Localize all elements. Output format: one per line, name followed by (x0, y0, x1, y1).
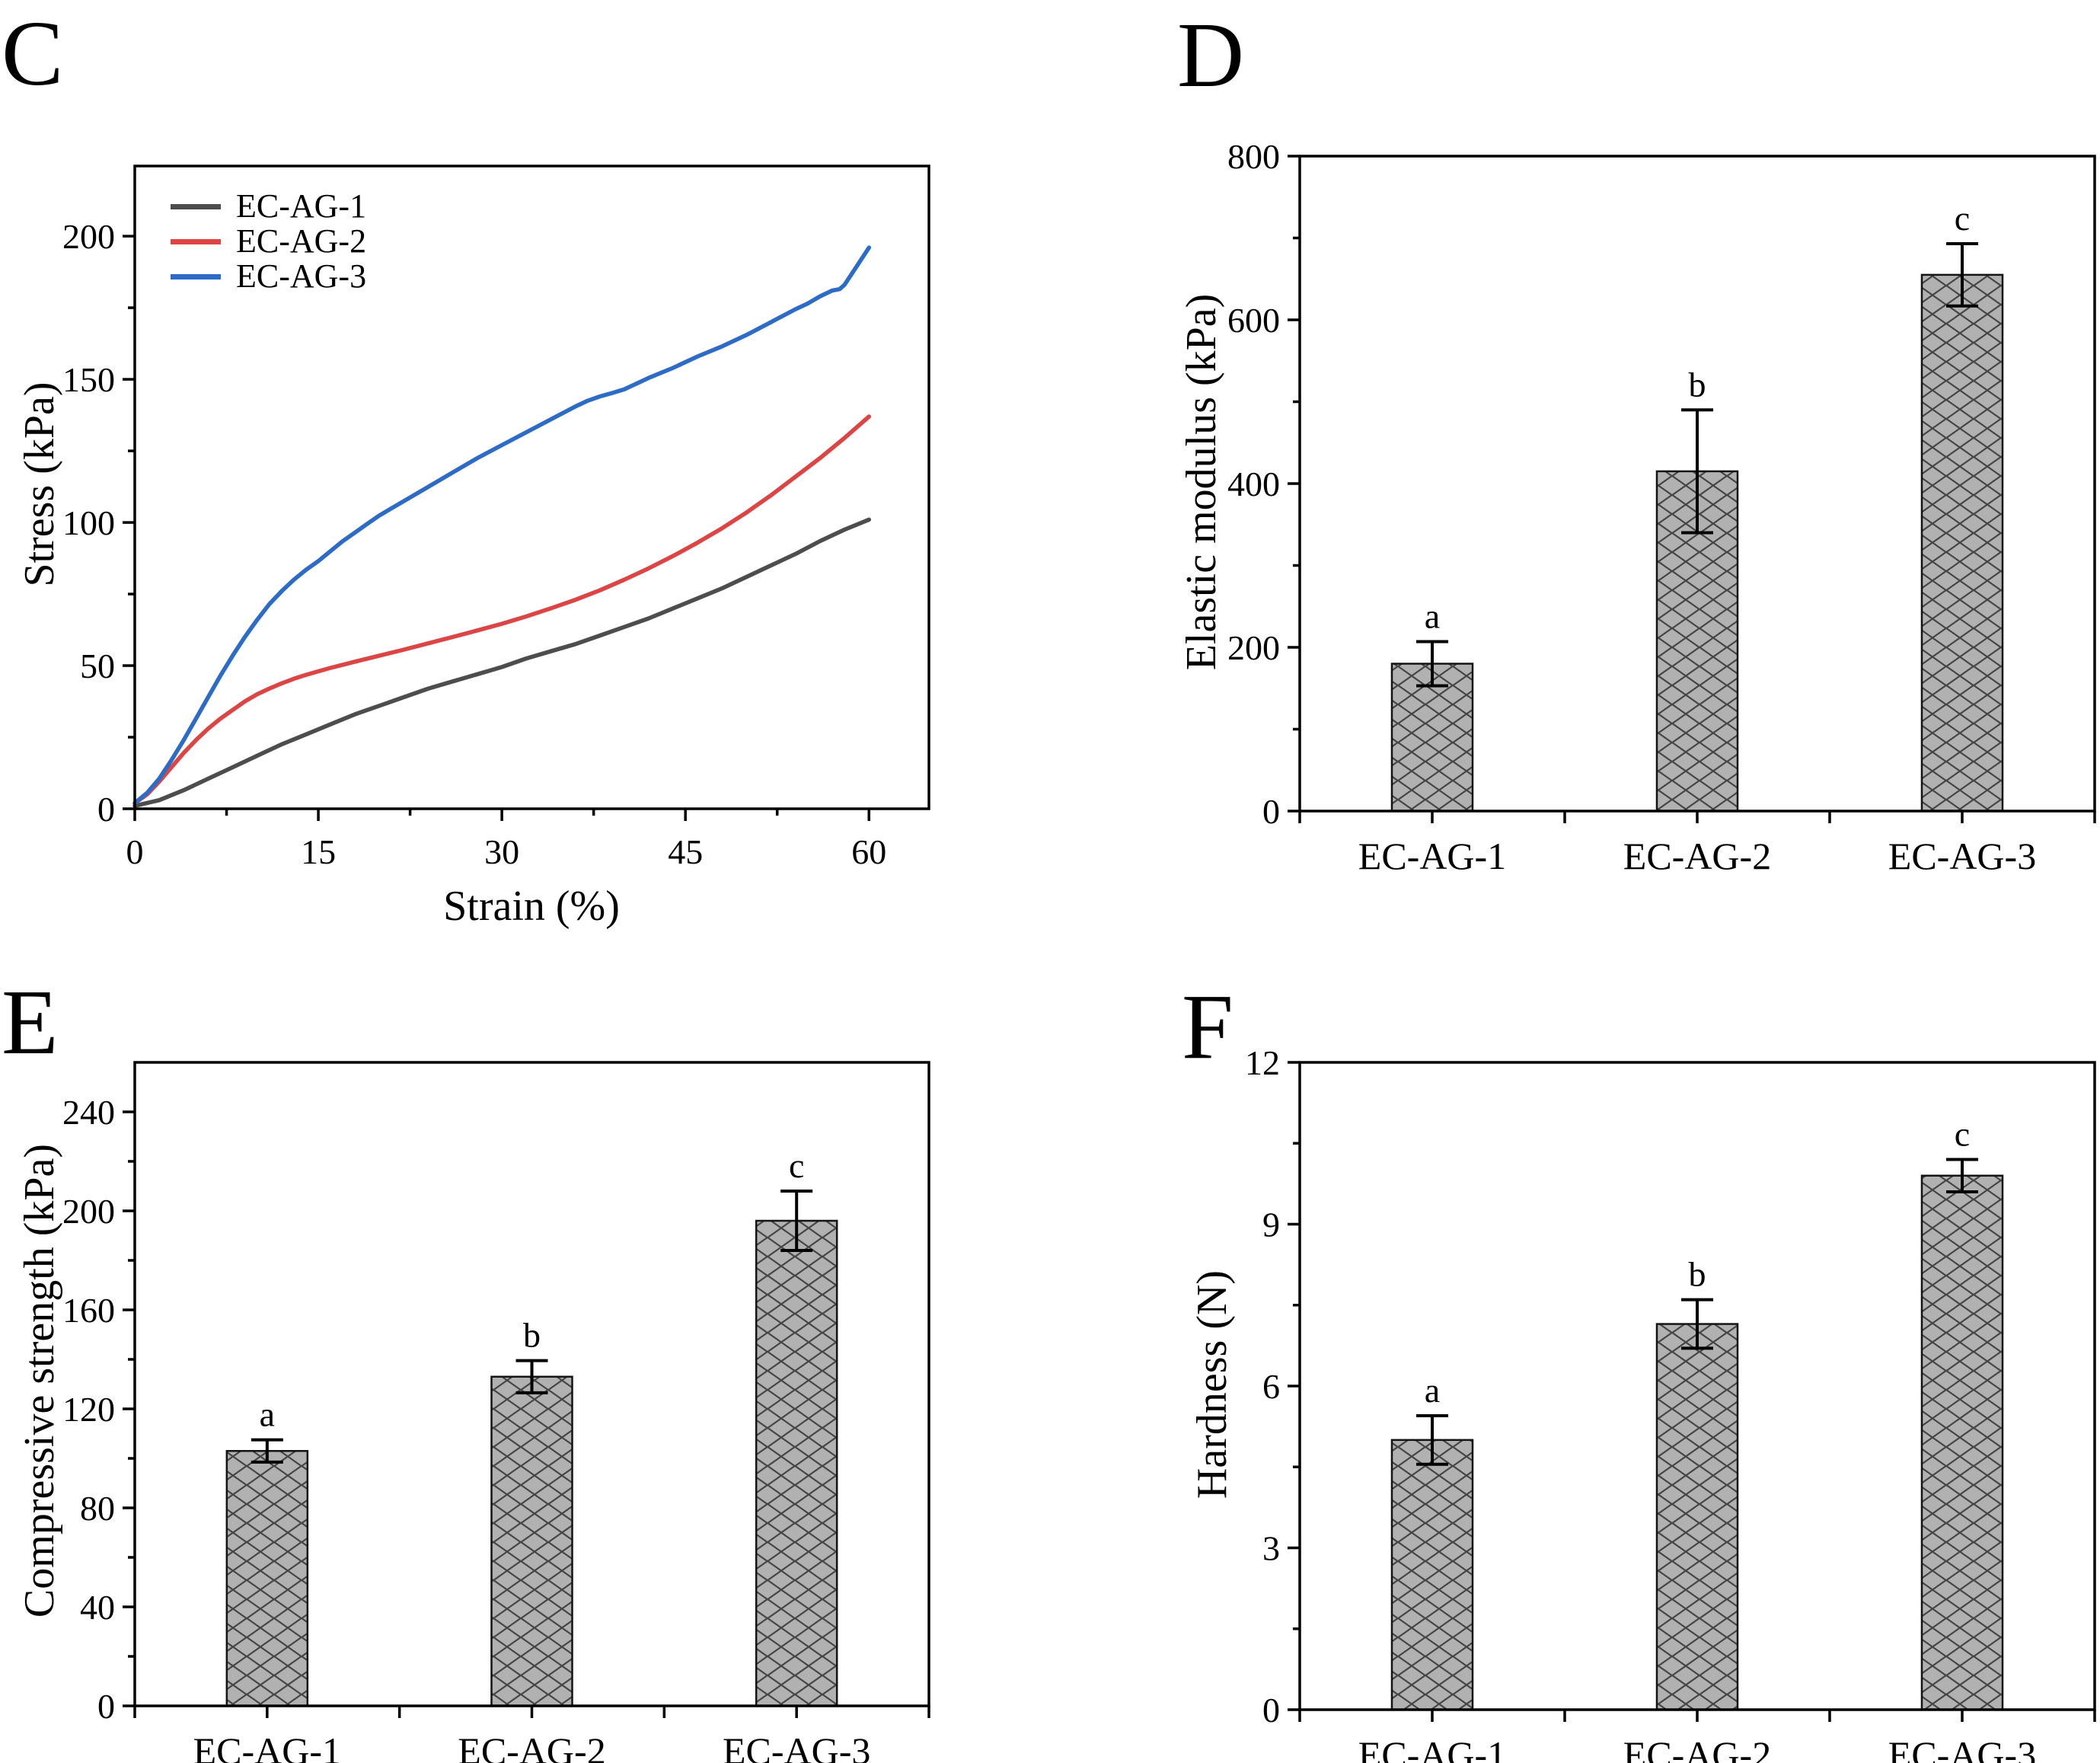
bar-EC-AG-2 (1655, 1323, 1739, 1711)
y-tick-label: 50 (80, 647, 115, 685)
significance-letter: a (260, 1395, 275, 1434)
legend-label: EC-AG-3 (236, 257, 367, 295)
significance-letter: b (523, 1316, 541, 1355)
y-tick-label: 600 (1227, 301, 1280, 340)
significance-letter: b (1689, 365, 1706, 404)
legend-label: EC-AG-1 (236, 187, 367, 225)
legend-item: EC-AG-1 (171, 189, 366, 224)
y-tick-label: 0 (97, 790, 115, 829)
significance-letter: a (1425, 1371, 1440, 1410)
y-tick-label: 0 (1262, 1691, 1280, 1729)
y-tick-label: 80 (80, 1489, 115, 1528)
series-line-EC-AG-1 (132, 517, 872, 808)
legend-item: EC-AG-2 (171, 224, 366, 259)
legend-line-swatch (171, 238, 221, 244)
category-label: EC-AG-1 (1358, 835, 1506, 877)
bar-EC-AG-3 (755, 1219, 838, 1707)
bar-EC-AG-1 (1390, 663, 1474, 813)
stress-axis-title: Stress (kPa) (16, 382, 63, 587)
plot-frame (133, 164, 930, 810)
category-label: EC-AG-2 (458, 1729, 605, 1763)
bar-EC-AG-2 (490, 1375, 573, 1707)
legend-item: EC-AG-3 (171, 259, 366, 294)
y-tick-label: 120 (62, 1390, 115, 1429)
y-tick-label: 200 (62, 217, 115, 256)
y-tick-label: 800 (1227, 137, 1280, 176)
legend-line-swatch (171, 273, 221, 279)
compressive-strength-axis-title: Compressive strength (kPa) (16, 1143, 63, 1618)
elastic-modulus-axis-title: Elastic modulus (kPa) (1178, 293, 1225, 671)
x-tick-label: 30 (484, 832, 519, 871)
legend: EC-AG-1 EC-AG-2 EC-AG-3 (171, 189, 366, 294)
bar-EC-AG-3 (1920, 273, 2004, 813)
y-tick-label: 150 (62, 360, 115, 399)
y-tick-label: 0 (1262, 792, 1280, 831)
y-tick-label: 0 (97, 1687, 115, 1726)
category-label: EC-AG-3 (1888, 1733, 2036, 1763)
x-tick-label: 60 (851, 832, 886, 871)
bar-EC-AG-1 (225, 1450, 309, 1707)
significance-letter: c (1955, 199, 1970, 238)
significance-letter: c (789, 1146, 804, 1185)
panel-c-plot: 0 50 100 150 200 0 15 30 45 60 (62, 164, 930, 871)
series-line-EC-AG-2 (132, 414, 872, 806)
significance-letter: b (1689, 1255, 1706, 1294)
panel-d-plot: 0 200 400 600 800 a EC-AG-1 b EC-AG-2 c EC-AG-3 (1227, 137, 2096, 877)
y-tick-label: 400 (1227, 465, 1280, 503)
category-label: EC-AG-3 (723, 1729, 870, 1763)
category-label: EC-AG-2 (1623, 1733, 1771, 1763)
panel-e-plot: 0 40 80 120 160 200 240 a EC-AG-1 b EC-AG-2 c EC-AG-… (62, 1061, 930, 1763)
strain-axis-title: Strain (%) (443, 883, 620, 930)
x-tick-label: 45 (668, 832, 703, 871)
y-tick-label: 6 (1262, 1367, 1280, 1406)
y-tick-label: 3 (1262, 1529, 1280, 1568)
series-line-EC-AG-3 (132, 245, 872, 806)
panel-c-letter: C (2, 2, 64, 105)
category-label: EC-AG-1 (1358, 1733, 1506, 1763)
category-label: EC-AG-1 (193, 1729, 341, 1763)
panel-f-letter: F (1182, 976, 1234, 1078)
plot-frame (133, 1061, 930, 1707)
x-tick-label: 15 (301, 832, 336, 871)
category-label: EC-AG-3 (1888, 835, 2036, 877)
panel-e-letter: E (2, 971, 59, 1074)
legend-label: EC-AG-2 (236, 222, 367, 260)
y-tick-label: 100 (62, 503, 115, 542)
panel-d-letter: D (1177, 4, 1245, 107)
bar-EC-AG-3 (1920, 1174, 2004, 1711)
significance-letter: a (1425, 596, 1440, 635)
y-tick-label: 40 (80, 1588, 115, 1627)
y-tick-label: 9 (1262, 1206, 1280, 1244)
plot-frame (1298, 155, 2096, 813)
y-tick-label: 160 (62, 1291, 115, 1330)
x-tick-label: 0 (126, 832, 144, 871)
significance-letter: c (1955, 1115, 1970, 1154)
y-tick-label: 200 (62, 1192, 115, 1231)
panel-f-plot: 0 3 6 9 12 a EC-AG-1 b EC-AG-2 c EC-AG-3 (1245, 1043, 2096, 1763)
legend-line-swatch (171, 203, 221, 209)
y-tick-label: 200 (1227, 628, 1280, 667)
y-tick-label: 12 (1245, 1043, 1280, 1082)
y-tick-label: 240 (62, 1093, 115, 1132)
bar-EC-AG-1 (1390, 1439, 1474, 1711)
plot-frame (1298, 1061, 2096, 1711)
hardness-axis-title: Hardness (N) (1189, 1270, 1236, 1500)
category-label: EC-AG-2 (1623, 835, 1771, 877)
